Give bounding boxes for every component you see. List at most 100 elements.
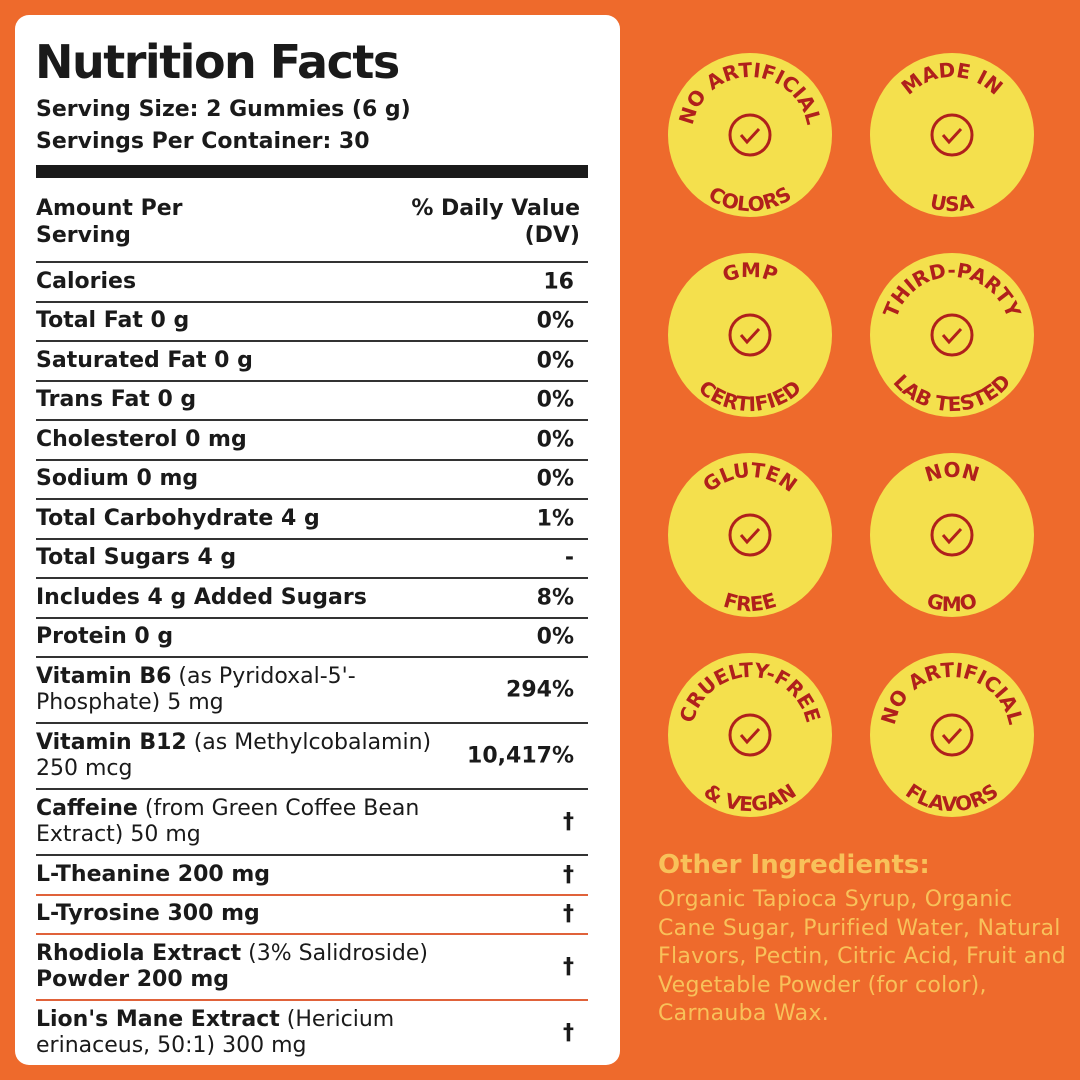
daily-value: 0% [536,308,574,334]
daily-value: - [564,545,574,571]
badge-circle [668,653,832,817]
nutrition-panel: Nutrition Facts Serving Size: 2 Gummies … [15,15,620,1065]
nutrient-text: Vitamin B12 [36,730,187,755]
nutrient: Lion's Mane Extract (Hericium erinaceus,… [36,1007,476,1059]
nutrient: Rhodiola Extract (3% Salidroside) Powder… [36,941,476,993]
other-ingredients: Other Ingredients: Organic Tapioca Syrup… [658,850,1068,1029]
nutrient: L-Theanine 200 mg [36,862,476,888]
serving-size: Serving Size: 2 Gummies (6 g) [36,97,411,122]
table-row: Cholesterol 0 mg 0% [36,421,588,461]
nutrient-text: Protein 0 g [36,624,174,650]
badge-icon [728,113,772,157]
nutrient: Vitamin B6 (as Pyridoxal-5'-Phosphate) 5… [36,664,476,716]
nutrient-text: Sodium 0 mg [36,466,199,492]
nutrient: Includes 4 g Added Sugars [36,585,476,611]
title: Nutrition Facts [35,35,400,89]
badge-icon-mark [941,727,963,745]
nutrient-text: Calories [36,268,137,294]
daily-value: † [563,809,574,835]
badge-circle [668,253,832,417]
table-row: Protein 0 g 0% [36,619,588,658]
rows: Calories 16 Total Fat 0 g 0% Saturated Fat 0… [36,263,588,1065]
table-row: Trans Fat 0 g 0% [36,382,588,421]
badge-circle [870,453,1034,617]
table-row: L-Theanine 200 mg † [36,856,588,896]
nutrient-text: (from Green Coffee Bean Extract) 50 mg [36,796,420,847]
ingredients-title: Other Ingredients: [658,850,930,880]
badge-icon [728,313,772,357]
badge-circle [668,53,832,217]
badge-icon-mark [739,127,761,145]
badge-bottom-text: FREE [721,588,779,616]
table-header: Amount Per Serving % Daily Value (DV) [36,195,588,263]
nutrient-text: L-Tyrosine 300 mg [36,901,260,927]
nutrient-text: (as Methylcobalamin) 250 mcg [36,730,432,781]
table-row: Includes 4 g Added Sugars 8% [36,579,588,619]
daily-value: 294% [506,677,574,703]
table-row: Vitamin B12 (as Methylcobalamin) 250 mcg… [36,724,588,790]
nutrient: Cholesterol 0 mg [36,427,476,453]
badge-text: FREE [721,588,779,616]
badge-circle [870,53,1034,217]
servings-per-container: Servings Per Container: 30 [36,129,370,154]
badge-circle [870,253,1034,417]
nutrient-text: Saturated Fat 0 g [36,347,253,373]
nutrient-text: (as Pyridoxal-5'-Phosphate) 5 mg [36,664,356,715]
badge-icon [930,713,974,757]
badge-icon [728,513,772,557]
nutrient: Vitamin B12 (as Methylcobalamin) 250 mcg [36,730,476,782]
nutrient-text: Cholesterol 0 mg [36,426,247,452]
nutrient: Total Carbohydrate 4 g [36,506,476,532]
daily-value: † [563,862,574,888]
badge-icon-mark [739,727,761,745]
daily-value: 0% [536,348,574,374]
daily-value: 0% [536,427,574,453]
badge-icon [930,513,974,557]
badge: CRUELTY-FREE& VEGAN [668,653,832,817]
daily-value: 16 [543,269,574,295]
nutrient-text: Rhodiola Extract [36,941,242,966]
daily-value: 0% [536,387,574,413]
badge-circle [870,653,1034,817]
nutrient: Caffeine (from Green Coffee Bean Extract… [36,796,476,848]
nutrient: L-Tyrosine 300 mg [36,901,476,927]
badge-icon-mark [941,327,963,345]
divider [36,165,588,178]
nutrient-text: Trans Fat 0 g [36,387,197,413]
nutrient: Total Sugars 4 g [36,545,476,571]
daily-value: 0% [536,624,574,650]
badge-top-text: NON [922,458,982,487]
nutrient-text: Total Fat 0 g [36,308,190,334]
table-row: Total Carbohydrate 4 g 1% [36,500,588,540]
nutrient: Calories [36,269,476,295]
table-row: Vitamin B6 (as Pyridoxal-5'-Phosphate) 5… [36,658,588,724]
nutrient-text: Vitamin B6 [36,664,172,689]
badge-icon [930,313,974,357]
daily-value: 10,417% [467,743,574,769]
table-row: Caffeine (from Green Coffee Bean Extract… [36,790,588,856]
table-row: Sodium 0 mg 0% [36,461,588,500]
badge-icon-mark [739,327,761,345]
ingredients-text: Organic Tapioca Syrup, Organic Cane Suga… [658,887,1067,1026]
nutrient: Trans Fat 0 g [36,387,476,413]
table-row: Calories 16 [36,263,588,303]
table-row: L-Tyrosine 300 mg † [36,896,588,935]
daily-value: 8% [536,585,574,611]
table-row: Total Fat 0 g 0% [36,303,588,342]
daily-value: † [563,901,574,927]
nutrient-text: (Hericium erinaceus, 50:1) 300 mg [36,1007,395,1058]
table-row: Lion's Mane Extract (Hericium erinaceus,… [36,1001,588,1065]
badge-icon [930,113,974,157]
nutrient-text: Total Carbohydrate 4 g [36,505,320,531]
badge-icon-mark [941,127,963,145]
badge-icon [728,713,772,757]
daily-value: † [563,954,574,980]
badge-circle [668,453,832,617]
badge-text: USA [928,189,976,216]
dv-header: % Daily Value (DV) [411,196,580,248]
